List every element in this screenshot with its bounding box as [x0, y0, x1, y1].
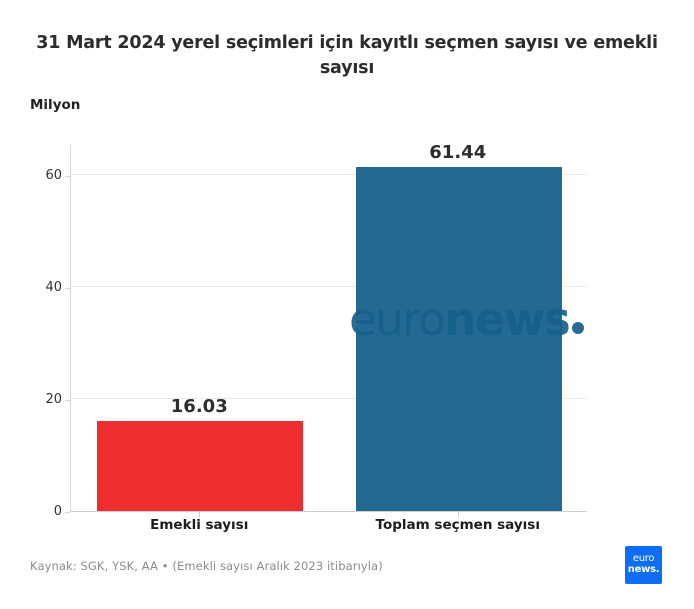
bar-value-label: 16.03: [170, 396, 228, 418]
bar-emekli: [97, 421, 304, 511]
category-label: Emekli sayısı: [150, 517, 249, 533]
gridline: [71, 173, 587, 175]
source-attribution: Kaynak: SGK, YSK, AA • (Emekli sayısı Ar…: [30, 559, 383, 573]
plot-area: [70, 145, 587, 512]
y-axis-unit-label: Milyon: [30, 97, 81, 113]
logo-text-news: news.: [627, 564, 660, 575]
y-tick-mark: [65, 399, 70, 401]
x-tick-mark: [457, 512, 459, 517]
logo-text-euro: euro: [632, 553, 655, 565]
y-tick-label: 60: [45, 167, 62, 183]
category-label: Toplam seçmen sayısı: [375, 517, 540, 533]
y-tick-mark: [65, 175, 70, 177]
y-tick-label: 40: [45, 279, 62, 295]
x-tick-mark: [199, 512, 201, 517]
bar-value-label: 61.44: [429, 141, 487, 163]
euronews-logo: euro news.: [625, 546, 662, 584]
gridline: [71, 285, 587, 287]
bar-secmen: [355, 166, 562, 511]
y-tick-mark: [65, 512, 70, 513]
page-title: 31 Mart 2024 yerel seçimleri için kayıtl…: [36, 33, 658, 79]
y-tick-label: 20: [45, 391, 62, 407]
y-tick-label: 0: [53, 504, 62, 519]
y-tick-mark: [65, 287, 70, 289]
gridline: [71, 397, 587, 399]
